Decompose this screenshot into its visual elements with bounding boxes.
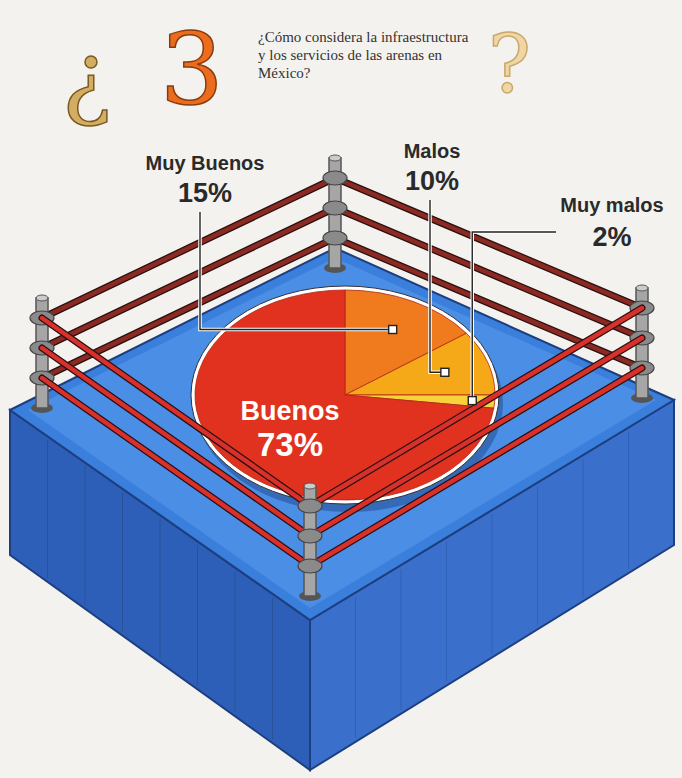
category-label: Buenos: [240, 396, 339, 426]
ring-mat: [10, 248, 674, 620]
post-back: [323, 155, 347, 273]
post-top: [329, 155, 341, 161]
leader-marker: [468, 397, 476, 405]
apron-texture: [272, 598, 273, 739]
apron-texture: [583, 459, 584, 597]
apron-texture: [628, 432, 629, 570]
turnbuckle: [323, 201, 347, 215]
pie-slice: [195, 290, 494, 500]
leader-halo: [430, 200, 445, 372]
turnbuckle: [323, 171, 347, 185]
leader-marker: [389, 326, 397, 334]
apron-texture: [355, 597, 356, 738]
title: ¿Cómo considera la infraestructura y los …: [258, 29, 469, 81]
apron-texture: [85, 467, 86, 605]
leader-halo: [200, 212, 393, 330]
title-line: ¿Cómo considera la infraestructura: [258, 29, 469, 45]
leader-marker: [441, 368, 449, 376]
value-label: 15%: [178, 178, 232, 208]
leader-halo: [472, 232, 556, 401]
category-label: Malos: [404, 140, 461, 162]
chart-root: ¿ 3? ¿Cómo considera la infraestructura y l…: [0, 0, 682, 778]
rope-front-outline: [310, 308, 642, 506]
question-number: 3: [160, 11, 224, 128]
question-number: ¿: [62, 23, 111, 130]
apron-texture: [197, 545, 198, 685]
leaders: [200, 200, 556, 405]
labels: Muy Buenos 15% Malos 10% Muy malos 2% Buenos73…: [146, 140, 664, 463]
post-top: [636, 285, 648, 291]
rope-front: [310, 308, 642, 506]
apron-texture: [47, 440, 48, 578]
leader-line: [200, 212, 393, 330]
question-number: ?: [488, 18, 531, 111]
apron-texture: [235, 572, 236, 713]
leader-line: [430, 200, 445, 372]
turnbuckle: [298, 499, 322, 513]
rope-front-outline: [310, 338, 642, 536]
category-label: Muy malos: [560, 194, 663, 216]
leader-line: [472, 232, 556, 401]
rope-front-outline: [310, 368, 642, 566]
apron-texture: [401, 569, 402, 710]
title-line: y los servicios de las arenas en: [258, 47, 443, 63]
turnbuckle: [298, 529, 322, 543]
apron-texture: [537, 487, 538, 626]
category-label: Muy Buenos: [146, 152, 265, 174]
apron-texture: [160, 519, 161, 659]
post-top: [36, 295, 48, 301]
apron-texture: [492, 514, 493, 654]
post-front: [298, 483, 322, 601]
turnbuckle: [323, 231, 347, 245]
apron-texture: [122, 493, 123, 632]
value-label: 10%: [405, 166, 459, 196]
post-top: [304, 483, 316, 489]
apron-texture: [446, 542, 447, 682]
pie-rim: [191, 286, 499, 504]
value-label: 2%: [592, 222, 631, 252]
rope-front: [310, 368, 642, 566]
title-line: México?: [258, 65, 311, 81]
pie: [195, 290, 495, 500]
turnbuckle: [298, 559, 322, 573]
value-label: 73%: [257, 426, 323, 463]
background: [0, 0, 682, 778]
rope-front: [310, 338, 642, 536]
